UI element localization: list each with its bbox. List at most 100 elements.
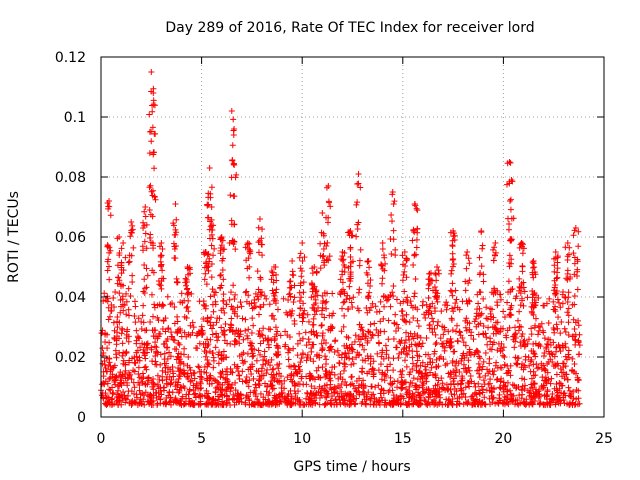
data-point bbox=[554, 274, 561, 281]
data-point bbox=[329, 290, 336, 297]
data-point bbox=[147, 319, 154, 326]
data-point bbox=[320, 246, 327, 253]
data-point bbox=[270, 365, 277, 372]
data-point bbox=[286, 290, 293, 297]
data-point bbox=[142, 389, 149, 396]
data-point bbox=[228, 322, 235, 329]
data-point bbox=[491, 368, 498, 375]
data-point bbox=[347, 263, 354, 270]
data-point bbox=[197, 385, 204, 392]
data-point bbox=[297, 265, 304, 272]
data-point bbox=[116, 290, 123, 297]
data-point bbox=[507, 288, 514, 295]
data-point bbox=[439, 323, 446, 330]
data-point bbox=[265, 336, 272, 343]
data-point bbox=[520, 366, 527, 373]
data-point bbox=[403, 363, 410, 370]
data-point bbox=[119, 340, 126, 347]
data-point bbox=[265, 341, 272, 348]
data-point bbox=[356, 286, 363, 293]
data-point bbox=[545, 320, 552, 327]
data-point bbox=[150, 333, 157, 340]
data-point bbox=[432, 289, 439, 296]
data-point bbox=[210, 357, 217, 364]
data-point bbox=[148, 128, 155, 135]
data-point bbox=[289, 271, 296, 278]
data-point bbox=[148, 291, 155, 298]
data-point bbox=[338, 388, 345, 395]
data-point bbox=[131, 298, 138, 305]
data-point bbox=[135, 379, 142, 386]
data-point bbox=[212, 397, 219, 404]
data-point bbox=[245, 326, 252, 333]
data-point bbox=[559, 300, 566, 307]
data-point bbox=[496, 395, 503, 402]
data-point bbox=[354, 221, 361, 228]
data-point bbox=[195, 401, 202, 408]
data-point bbox=[117, 369, 124, 376]
data-point bbox=[387, 361, 394, 368]
data-point bbox=[364, 339, 371, 346]
data-point bbox=[433, 277, 440, 284]
data-point bbox=[176, 373, 183, 380]
data-point bbox=[171, 245, 178, 252]
data-point bbox=[216, 396, 223, 403]
data-point bbox=[120, 240, 127, 246]
data-point bbox=[170, 240, 177, 247]
data-point bbox=[238, 351, 245, 358]
data-point bbox=[409, 354, 416, 361]
data-point bbox=[507, 237, 514, 244]
data-point bbox=[147, 398, 154, 405]
data-point bbox=[104, 241, 111, 248]
data-point bbox=[449, 305, 456, 312]
data-point bbox=[322, 393, 329, 400]
data-point bbox=[490, 257, 497, 264]
data-point bbox=[117, 377, 124, 384]
data-point bbox=[507, 196, 514, 203]
data-point bbox=[297, 359, 304, 366]
data-point bbox=[355, 180, 362, 187]
data-point bbox=[427, 355, 434, 362]
data-point bbox=[307, 389, 314, 396]
data-point bbox=[217, 272, 224, 279]
data-point bbox=[512, 324, 519, 331]
data-point bbox=[319, 332, 326, 339]
data-point bbox=[531, 264, 538, 271]
data-point bbox=[128, 227, 135, 234]
data-point bbox=[229, 142, 236, 149]
data-point bbox=[427, 369, 434, 376]
data-point bbox=[350, 294, 357, 301]
data-point bbox=[554, 269, 561, 276]
data-point bbox=[102, 400, 109, 407]
data-point bbox=[198, 368, 205, 375]
data-point bbox=[114, 318, 121, 325]
data-point bbox=[486, 395, 493, 402]
data-point bbox=[110, 389, 117, 396]
data-point bbox=[291, 379, 298, 386]
data-point bbox=[550, 287, 557, 294]
data-point bbox=[414, 376, 421, 383]
data-point bbox=[456, 328, 463, 335]
data-point bbox=[268, 371, 275, 378]
data-point bbox=[546, 401, 553, 408]
data-point bbox=[133, 391, 140, 398]
data-point bbox=[182, 282, 189, 289]
data-point bbox=[105, 304, 112, 311]
data-point bbox=[208, 184, 215, 191]
data-point bbox=[191, 391, 198, 398]
data-point bbox=[414, 317, 421, 324]
data-point bbox=[544, 341, 551, 348]
data-point bbox=[426, 304, 433, 311]
data-point bbox=[350, 360, 357, 367]
data-point bbox=[125, 285, 132, 292]
data-point bbox=[460, 390, 467, 397]
data-point bbox=[151, 149, 158, 156]
data-point bbox=[189, 329, 196, 336]
data-point bbox=[334, 347, 341, 354]
data-point bbox=[356, 341, 363, 348]
data-point bbox=[244, 265, 251, 272]
data-point bbox=[355, 382, 362, 389]
data-point bbox=[279, 389, 286, 396]
data-point bbox=[205, 190, 212, 197]
data-point bbox=[388, 381, 395, 388]
